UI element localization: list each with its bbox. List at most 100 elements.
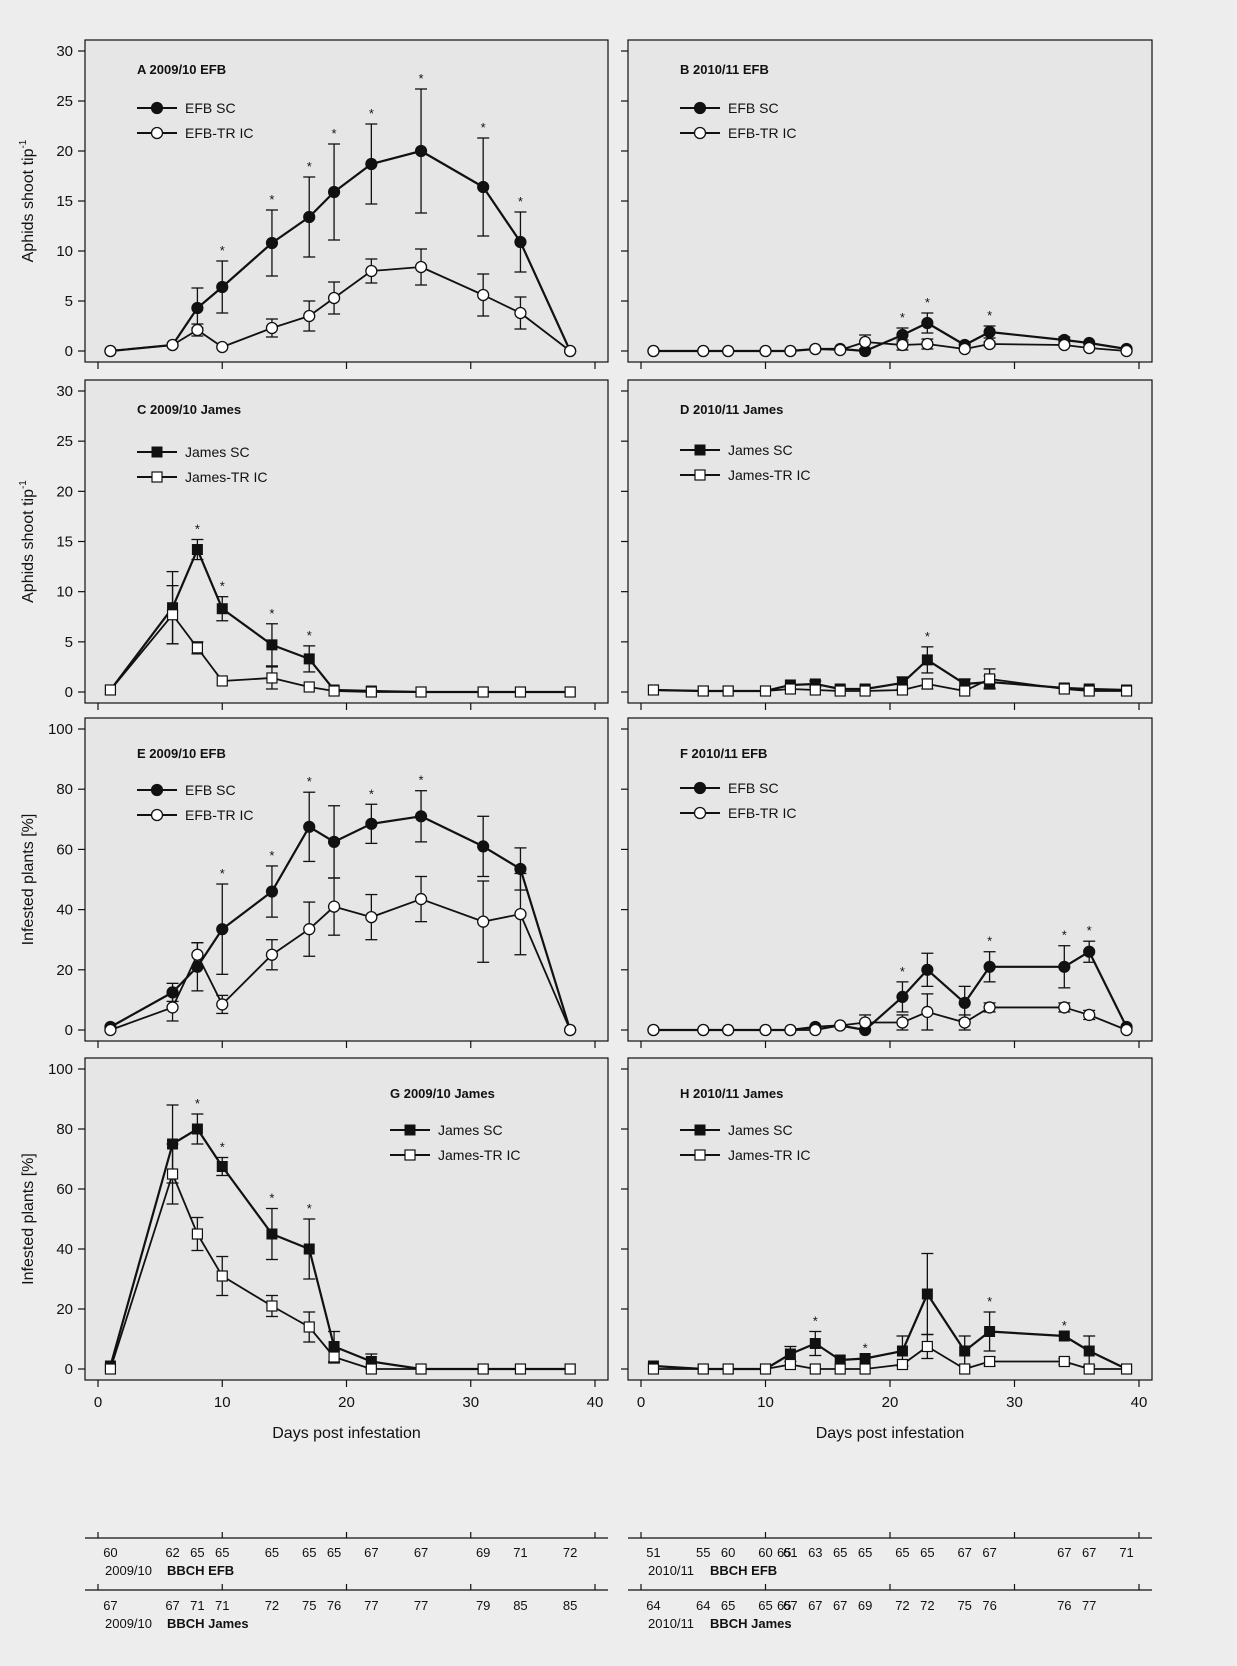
data-point [415,1363,427,1375]
significance-mark: * [269,848,274,863]
data-point [834,1363,846,1375]
y-tick-label: 15 [56,534,73,551]
data-point [414,144,428,158]
data-point [859,685,871,697]
y-tick-label: 100 [48,721,73,738]
y-tick-label: 0 [65,1022,73,1039]
data-point [834,1019,847,1032]
significance-mark: * [419,71,424,86]
panel-H: 0 10 20 30 40 Days post infestation H 2010/11 … [621,1057,1153,1442]
y-axis-label: Aphids shoot tip-1 [18,139,37,262]
y-axis-label-text: Infested plants [%] [20,1153,37,1285]
y-tick-label: 5 [65,293,73,310]
bbch-stage: 51 [646,1545,660,1560]
y-axis-label: Aphids shoot tip-1 [18,480,37,603]
x-axis-label: Days post infestation [816,1425,965,1442]
y-tick-label: 25 [56,93,73,110]
legend-label: James-TR IC [438,1147,520,1163]
data-point [104,684,117,696]
panel-A: 0 5 10 15 20 25 30 Aphids shoot tip-1 A 2009/10 … [18,39,609,369]
legend-label: EFB SC [185,100,236,116]
bbch-stage: 60 [103,1545,117,1560]
panel-frame [627,717,1153,1042]
y-tick-label: 10 [56,584,73,601]
legend-label: James SC [438,1122,503,1138]
y-tick-label: 80 [56,1121,73,1138]
legend-marker [151,446,163,458]
data-point [896,1016,909,1029]
data-point [365,910,378,924]
bbch-stage: 77 [1082,1598,1096,1613]
data-point [265,321,279,335]
data-point [1083,1008,1096,1022]
bbch-stage: 67 [833,1598,847,1613]
panel-frame [627,379,1153,704]
data-point [647,1363,660,1375]
data-point [514,862,527,876]
data-point [722,1023,735,1037]
panel-frame [84,717,609,1042]
data-point [859,1363,871,1375]
legend-entry: James SC [390,1122,503,1138]
significance-mark: * [987,934,992,949]
data-point [1058,683,1070,695]
bbch-stage: 71 [215,1598,229,1613]
legend-label: EFB SC [185,782,236,798]
y-tick-label: 5 [65,634,73,651]
data-point [477,180,490,194]
data-point [166,1168,179,1180]
bbch-stage: 72 [920,1598,934,1613]
panel-E: 0 20 40 60 80 100 Infested plants [%] E 2009/10… [20,717,609,1048]
data-point [958,1016,971,1029]
bbch-stage: 61 [783,1545,797,1560]
x-tick-label: 20 [338,1394,355,1411]
data-point [647,684,660,696]
bbch-label: BBCH EFB [167,1563,234,1578]
legend-marker [693,806,707,820]
data-point [514,306,527,320]
legend-marker [404,1124,416,1136]
y-tick-label: 20 [56,483,73,500]
data-point [191,1123,203,1135]
data-point [809,1023,822,1037]
bbch-stage: 64 [696,1598,710,1613]
data-point [834,685,846,697]
data-point [303,309,316,323]
data-point [191,301,204,315]
y-axis-label-sup: -1 [18,480,29,489]
bbch-stage: 65 [721,1598,735,1613]
x-tick-label: 10 [214,1394,231,1411]
y-axis-label: Infested plants [%] [20,1153,37,1285]
data-point [265,885,279,898]
x-tick-label: 30 [462,1394,479,1411]
bbch-season: 2009/10 [105,1563,152,1578]
x-tick-label: 10 [757,1394,774,1411]
y-tick-label: 80 [56,781,73,798]
bbch-stage: 67 [982,1545,996,1560]
bbch-stage: 76 [1057,1598,1071,1613]
data-point [365,817,378,830]
panel-frame [84,379,609,704]
bbch-season: 2009/10 [105,1616,152,1631]
data-point [984,1326,996,1337]
bbch-label: BBCH EFB [710,1563,777,1578]
data-point [216,340,229,354]
data-point [1083,1363,1095,1375]
significance-mark: * [307,159,312,174]
legend-entry: EFB-TR IC [680,805,796,821]
bbch-stage: 72 [563,1545,577,1560]
data-point [759,685,772,697]
data-point [216,923,229,936]
data-point [784,1348,796,1360]
y-tick-label: 100 [48,1061,73,1078]
bbch-season: 2010/11 [648,1616,694,1631]
bbch-stage: 69 [858,1598,872,1613]
data-point [166,338,179,352]
legend-marker [693,101,707,115]
series-ic [647,1333,1133,1375]
y-tick-label: 20 [56,1301,73,1318]
bbch-stage: 65 [895,1545,909,1560]
legend-marker [150,808,164,822]
bbch-stage: 65 [327,1545,341,1560]
